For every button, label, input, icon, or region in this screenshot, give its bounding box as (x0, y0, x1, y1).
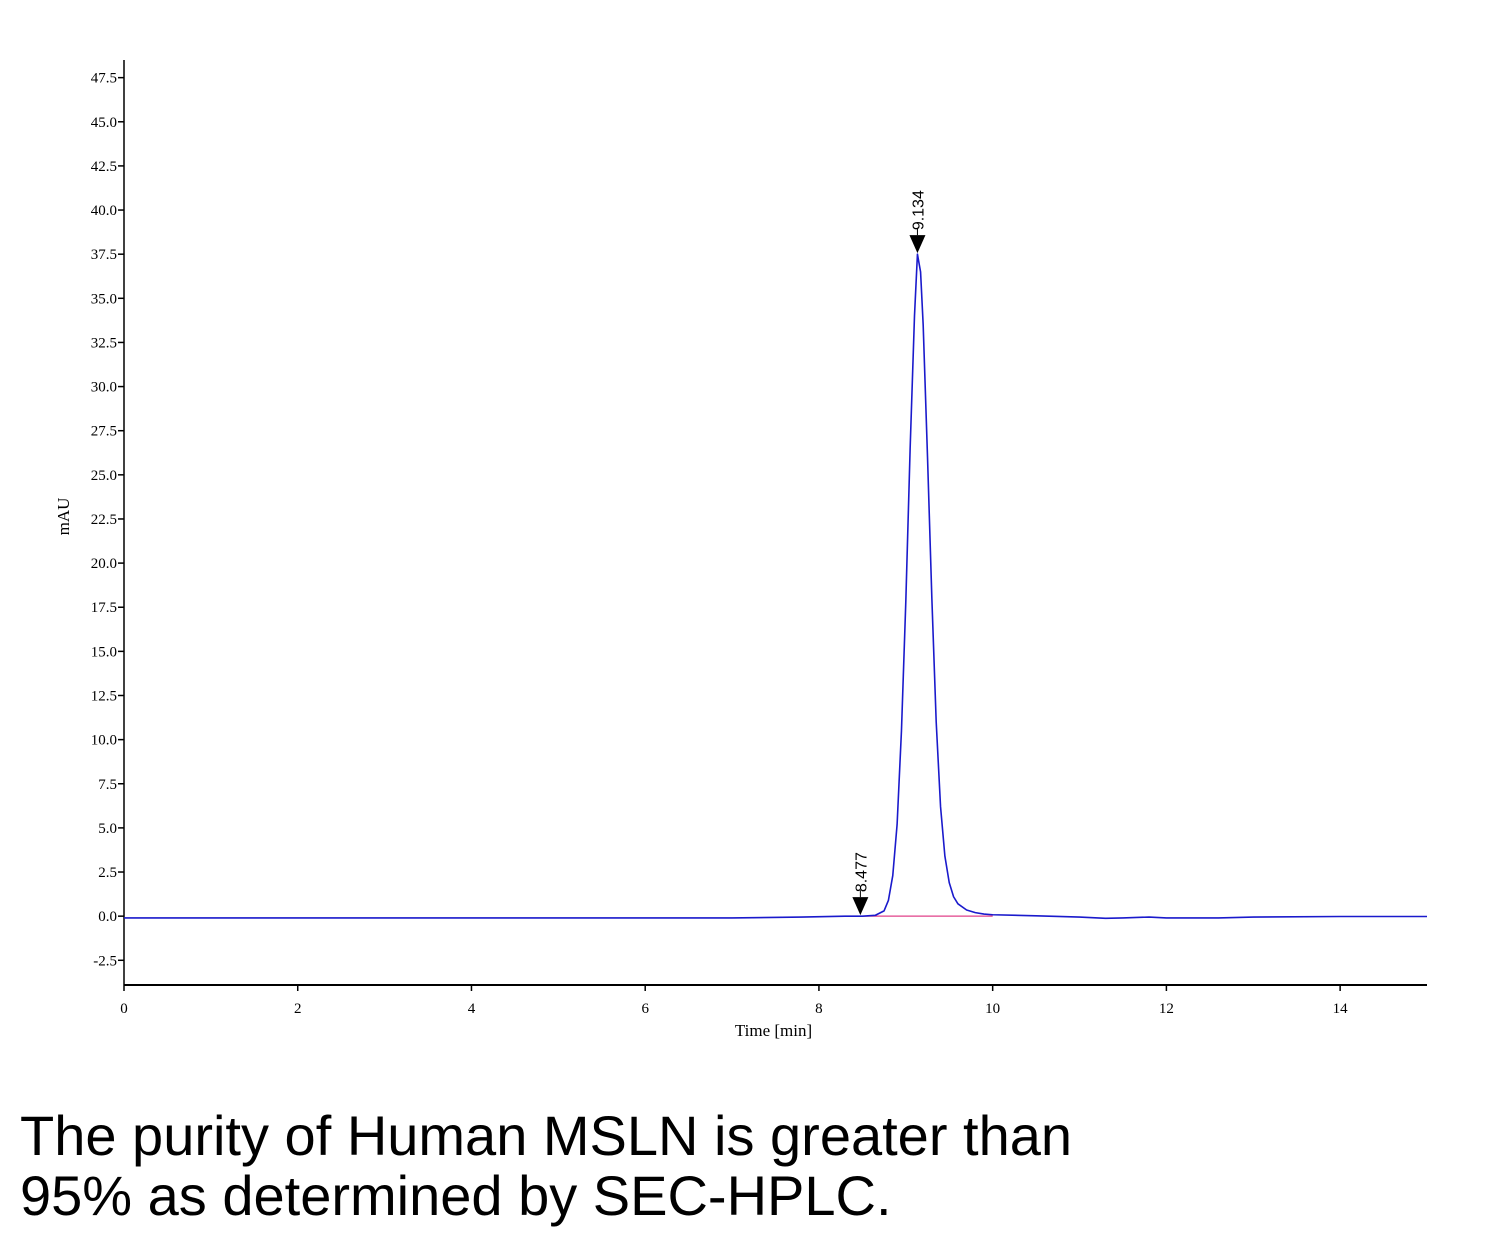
caption-line-1: The purity of Human MSLN is greater than (20, 1104, 1073, 1167)
chromatogram-chart: -2.5 0.0 2.5 5.0 7.5 10.0 12.5 15.0 17.5 20.0 22.5… (54, 60, 1427, 1040)
series-layer (124, 253, 1427, 920)
y-tick-label: 47.5 (91, 71, 117, 87)
y-tick-label: 2.5 (98, 865, 117, 881)
x-axis-ticks: 0 2 4 6 8 10 12 14 (120, 985, 1348, 1017)
x-tick-label: 8 (815, 1001, 823, 1017)
caption-line-2: 95% as determined by SEC-HPLC. (20, 1164, 892, 1227)
y-axis-label: mAU (54, 498, 73, 536)
x-tick-label: 4 (468, 1001, 476, 1017)
y-tick-label: 7.5 (98, 777, 117, 793)
peak-marker-arrow (909, 235, 926, 254)
y-tick-label: 0.0 (98, 909, 117, 925)
chromatogram-trace (124, 253, 1427, 920)
x-tick-label: 10 (985, 1001, 1000, 1017)
x-tick-label: 6 (641, 1001, 649, 1017)
y-tick-label: 45.0 (91, 115, 117, 131)
y-tick-label: -2.5 (93, 953, 117, 969)
x-tick-label: 0 (120, 1001, 128, 1017)
y-tick-label: 25.0 (91, 468, 117, 484)
x-tick-label: 12 (1159, 1001, 1174, 1017)
y-tick-label: 20.0 (91, 556, 117, 572)
y-tick-label: 5.0 (98, 821, 117, 837)
y-tick-label: 12.5 (91, 688, 117, 704)
y-tick-label: 40.0 (91, 203, 117, 219)
y-tick-label: 22.5 (91, 512, 117, 528)
y-tick-label: 32.5 (91, 335, 117, 351)
y-tick-label: 10.0 (91, 733, 117, 749)
y-axis-ticks: -2.5 0.0 2.5 5.0 7.5 10.0 12.5 15.0 17.5 20.0 22.5… (91, 71, 124, 969)
peak-marker-arrow (852, 897, 869, 916)
y-tick-label: 27.5 (91, 424, 117, 440)
caption: The purity of Human MSLN is greater than… (20, 1106, 1480, 1226)
y-tick-label: 42.5 (91, 159, 117, 175)
y-tick-label: 30.0 (91, 380, 117, 396)
y-tick-label: 15.0 (91, 644, 117, 660)
peak-label: 9.134 (910, 190, 927, 230)
peak-annotations: 9.134 8.477 (852, 190, 927, 916)
x-tick-label: 14 (1333, 1001, 1349, 1017)
peak-label: 8.477 (853, 852, 870, 892)
x-tick-label: 2 (294, 1001, 302, 1017)
y-tick-label: 35.0 (91, 291, 117, 307)
y-tick-label: 17.5 (91, 600, 117, 616)
y-tick-label: 37.5 (91, 247, 117, 263)
x-axis-label: Time [min] (735, 1021, 812, 1040)
